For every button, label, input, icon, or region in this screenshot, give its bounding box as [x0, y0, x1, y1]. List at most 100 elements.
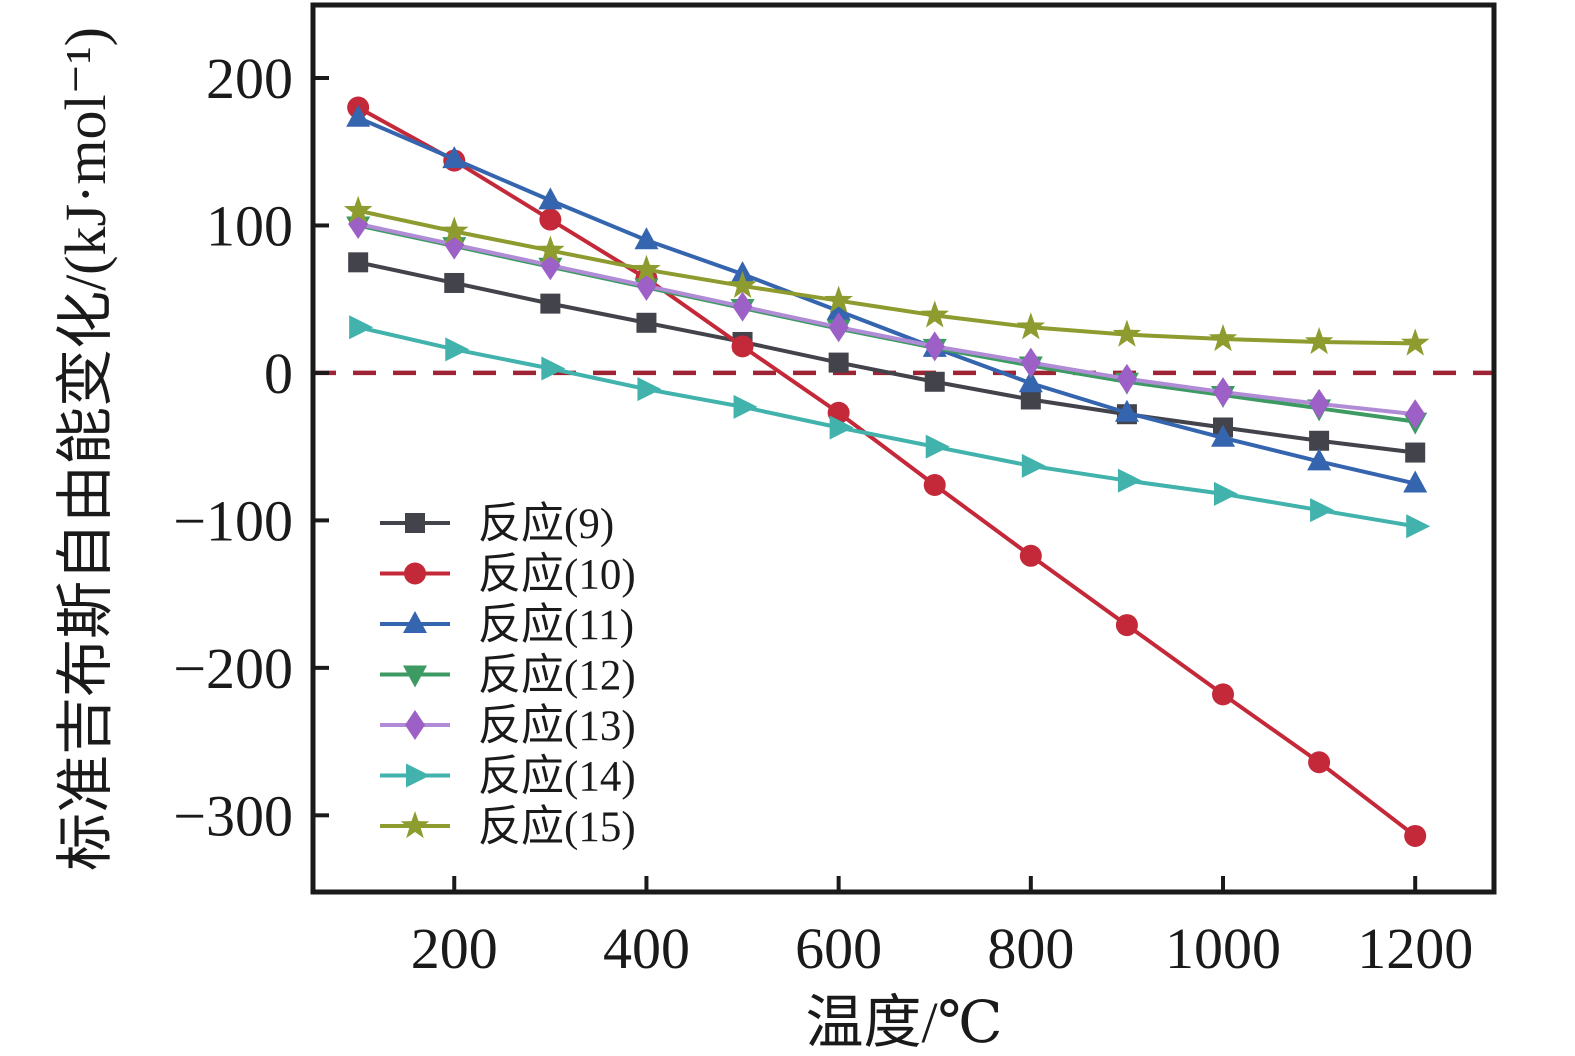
- marker-reaction-14: [925, 434, 950, 459]
- marker-reaction-14: [829, 415, 854, 440]
- marker-reaction-11: [442, 146, 467, 169]
- marker-reaction-10: [731, 335, 754, 358]
- marker-reaction-10: [1115, 614, 1138, 637]
- legend-item-reaction-11: 反应(11): [380, 601, 634, 649]
- y-tick-label: −100: [173, 488, 293, 553]
- marker-reaction-13: [924, 331, 945, 362]
- legend-item-reaction-15: 反应(15): [380, 803, 636, 851]
- marker-reaction-9: [348, 252, 369, 273]
- marker-reaction-11: [1307, 448, 1332, 471]
- marker-reaction-15: [439, 216, 469, 244]
- x-tick-label: 600: [795, 916, 882, 981]
- marker-reaction-13: [1020, 347, 1041, 378]
- legend-label: 反应(11): [478, 601, 634, 649]
- marker-reaction-15: [1208, 324, 1238, 352]
- marker-reaction-13: [732, 291, 753, 322]
- marker-reaction-15: [728, 270, 757, 299]
- series-layer: [343, 96, 1431, 847]
- marker-reaction-13: [1213, 377, 1234, 408]
- legend-marker-reaction-14: [406, 763, 430, 788]
- series-reaction-15: [343, 195, 1430, 356]
- y-tick-label: −200: [173, 636, 293, 701]
- marker-reaction-11: [1211, 424, 1236, 447]
- marker-reaction-10: [1212, 683, 1235, 706]
- marker-reaction-15: [920, 300, 949, 328]
- marker-reaction-9: [1405, 442, 1426, 463]
- marker-reaction-14: [1214, 481, 1239, 506]
- x-tick-label: 400: [603, 916, 690, 981]
- marker-reaction-9: [540, 293, 561, 314]
- marker-reaction-15: [1016, 312, 1046, 340]
- legend-marker-reaction-10: [404, 562, 426, 585]
- series-line-reaction-14: [357, 325, 1416, 529]
- marker-reaction-10: [539, 208, 562, 231]
- marker-reaction-14: [445, 337, 470, 362]
- y-tick-label: 200: [206, 46, 293, 111]
- marker-reaction-13: [1309, 388, 1330, 419]
- marker-reaction-14: [637, 377, 662, 402]
- marker-reaction-11: [1403, 470, 1428, 493]
- x-tick-label: 1000: [1165, 916, 1281, 981]
- legend-marker-reaction-13: [405, 710, 425, 740]
- legend-label: 反应(12): [478, 652, 636, 700]
- marker-reaction-15: [632, 254, 661, 282]
- marker-reaction-14: [1406, 514, 1431, 539]
- marker-reaction-11: [1114, 399, 1139, 422]
- marker-reaction-14: [1117, 468, 1142, 493]
- series-reaction-12: [346, 216, 1428, 435]
- series-reaction-10: [347, 96, 1427, 847]
- y-tick-label: 100: [206, 193, 293, 258]
- marker-reaction-15: [536, 235, 565, 263]
- marker-reaction-15: [824, 285, 853, 313]
- x-tick-label: 1200: [1357, 916, 1473, 981]
- y-tick-label: −300: [173, 783, 293, 848]
- marker-reaction-13: [1116, 363, 1137, 394]
- x-tick-label: 200: [411, 916, 498, 981]
- legend-item-reaction-9: 反应(9): [380, 500, 614, 548]
- marker-reaction-14: [541, 356, 566, 381]
- marker-reaction-11: [826, 297, 851, 320]
- marker-reaction-11: [538, 187, 563, 210]
- series-line-reaction-11: [357, 115, 1416, 486]
- series-line-reaction-10: [357, 105, 1417, 838]
- legend: 反应(9)反应(10)反应(11)反应(12)反应(13)反应(14)反应(15…: [380, 500, 636, 851]
- marker-reaction-11: [1018, 370, 1043, 393]
- marker-reaction-9: [924, 371, 945, 392]
- marker-reaction-13: [1405, 399, 1426, 430]
- legend-marker-reaction-9: [405, 513, 425, 533]
- series-reaction-14: [349, 315, 1431, 539]
- marker-reaction-9: [1309, 430, 1330, 451]
- series-line-reaction-9: [357, 260, 1416, 455]
- legend-label: 反应(9): [478, 500, 614, 548]
- legend-marker-reaction-11: [403, 611, 427, 633]
- legend-marker-reaction-12: [403, 665, 427, 688]
- legend-item-reaction-10: 反应(10): [380, 551, 636, 599]
- marker-reaction-14: [733, 394, 758, 419]
- legend-item-reaction-13: 反应(13): [380, 702, 636, 750]
- marker-reaction-14: [1021, 453, 1046, 478]
- y-axis-label: 标准吉布斯自由能变化/(kJ·mol⁻¹): [53, 27, 118, 871]
- legend-label: 反应(10): [478, 551, 636, 599]
- legend-marker-reaction-15: [400, 811, 430, 839]
- marker-reaction-10: [1308, 751, 1331, 774]
- marker-reaction-10: [1019, 544, 1042, 567]
- marker-reaction-10: [923, 473, 946, 496]
- legend-label: 反应(14): [478, 753, 636, 801]
- series-line-reaction-13: [357, 222, 1416, 417]
- marker-reaction-11: [634, 227, 659, 250]
- marker-reaction-11: [346, 104, 371, 127]
- legend-item-reaction-12: 反应(12): [380, 652, 636, 700]
- series-line-reaction-12: [357, 223, 1416, 424]
- series-reaction-9: [348, 252, 1426, 463]
- series-line-reaction-15: [357, 208, 1416, 346]
- legend-item-reaction-14: 反应(14): [380, 753, 636, 801]
- marker-reaction-10: [1404, 824, 1427, 847]
- legend-label: 反应(13): [478, 702, 636, 750]
- marker-reaction-9: [444, 272, 465, 293]
- marker-reaction-9: [636, 312, 657, 333]
- marker-reaction-14: [349, 315, 374, 340]
- marker-reaction-14: [1310, 498, 1335, 523]
- x-tick-label: 800: [987, 916, 1074, 981]
